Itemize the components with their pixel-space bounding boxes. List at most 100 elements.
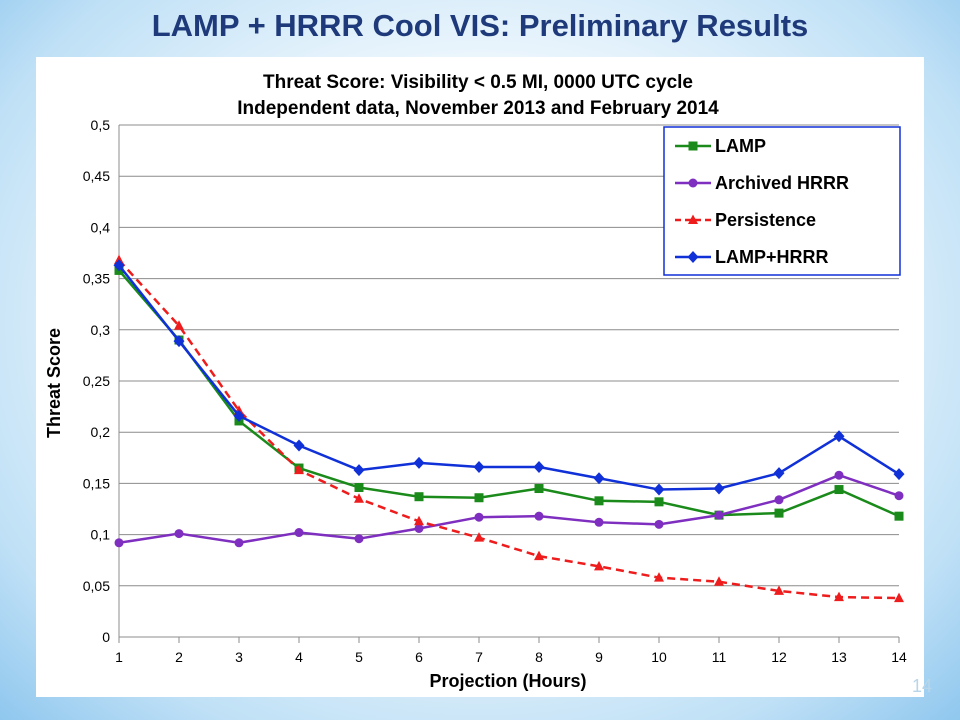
- data-point: [174, 529, 184, 539]
- legend-label: Persistence: [715, 210, 816, 230]
- series-line: [118, 473, 900, 545]
- data-point: [293, 439, 305, 452]
- data-point: [354, 534, 364, 544]
- data-point: [413, 456, 425, 469]
- data-point: [353, 464, 365, 477]
- data-point: [774, 495, 784, 505]
- x-tick-label: 8: [535, 649, 543, 665]
- x-tick-label: 3: [235, 649, 243, 665]
- series-line: [118, 259, 900, 600]
- gridlines: [119, 124, 899, 587]
- data-point: [294, 464, 304, 475]
- data-point: [534, 550, 544, 561]
- data-point: [834, 485, 844, 495]
- series-lamp-hrrr: [113, 259, 905, 496]
- x-tick-label: 1: [115, 649, 123, 665]
- y-tick-label: 0,25: [83, 373, 110, 389]
- x-tick-label: 2: [175, 649, 183, 665]
- data-point: [594, 560, 604, 571]
- x-tick-label: 10: [651, 649, 667, 665]
- x-tick-label: 5: [355, 649, 363, 665]
- data-point: [473, 461, 485, 474]
- chart-title: Threat Score: Visibility < 0.5 MI, 0000 …: [263, 72, 693, 93]
- data-point: [474, 532, 484, 542]
- chart-area: Threat Score: Visibility < 0.5 MI, 0000 …: [36, 57, 924, 697]
- data-point: [594, 517, 604, 527]
- data-point: [714, 576, 724, 586]
- data-point: [294, 528, 304, 538]
- legend-swatch-marker: [687, 251, 699, 263]
- legend-swatch-marker: [688, 141, 698, 151]
- y-tick-label: 0,3: [91, 322, 111, 338]
- line-chart: Threat Score: Visibility < 0.5 MI, 0000 …: [44, 72, 907, 691]
- legend-swatch-marker: [688, 178, 698, 188]
- data-point: [533, 461, 545, 474]
- legend-label: LAMP+HRRR: [715, 247, 829, 267]
- data-point: [414, 523, 424, 533]
- y-tick-label: 0: [102, 629, 110, 645]
- page-number: 14: [911, 676, 932, 696]
- x-tick-label: 13: [831, 649, 847, 665]
- legend-label: LAMP: [715, 136, 766, 156]
- data-point: [114, 538, 124, 548]
- y-tick-label: 0,15: [83, 475, 110, 491]
- data-point: [654, 497, 664, 507]
- x-tick-label: 14: [891, 649, 907, 665]
- y-tick-label: 0,5: [91, 117, 111, 133]
- data-point: [893, 468, 905, 481]
- data-point: [174, 320, 184, 330]
- x-tick-label: 9: [595, 649, 603, 665]
- y-tick-label: 0,1: [91, 527, 111, 543]
- data-point: [654, 572, 664, 582]
- y-tick-label: 0,05: [83, 578, 110, 594]
- data-point: [653, 483, 665, 496]
- data-point: [774, 508, 784, 518]
- series-lamp: [114, 265, 904, 521]
- data-point: [834, 470, 844, 480]
- legend-swatch-marker: [688, 214, 698, 224]
- y-tick-label: 0,45: [83, 168, 110, 184]
- series-line: [118, 264, 900, 491]
- data-point: [414, 515, 424, 526]
- data-point: [233, 409, 245, 422]
- data-point: [414, 492, 424, 502]
- data-point: [173, 335, 185, 348]
- data-point: [234, 538, 244, 548]
- series-archived-hrrr: [114, 470, 904, 548]
- data-point: [714, 510, 724, 520]
- data-point: [534, 511, 544, 521]
- y-tick-label: 0,2: [91, 424, 111, 440]
- y-tick-label: 0,4: [91, 219, 111, 235]
- series-persistence: [114, 254, 904, 603]
- y-tick-label: 0,35: [83, 271, 110, 287]
- data-point: [834, 591, 844, 602]
- series-group: [113, 254, 905, 603]
- data-point: [534, 484, 544, 494]
- data-point: [774, 585, 784, 595]
- chart-subtitle: Independent data, November 2013 and Febr…: [237, 98, 719, 119]
- legend-box: [663, 126, 901, 276]
- legend: LAMP Archived HRRR Persistence LAMP+HRRR: [663, 126, 901, 276]
- x-tick-label: 4: [295, 649, 303, 665]
- data-point: [894, 491, 904, 501]
- data-point: [113, 259, 125, 272]
- x-tick-label: 12: [771, 649, 787, 665]
- x-tick-labels: 1 2 3 4 5 6 7 8 9 10 11 12 13 14: [115, 649, 907, 665]
- data-point: [593, 472, 605, 485]
- data-point: [354, 482, 364, 492]
- data-point: [594, 496, 604, 506]
- x-tick-label: 6: [415, 649, 423, 665]
- data-point: [894, 592, 904, 603]
- data-point: [773, 467, 785, 480]
- y-axis-label: Threat Score: [44, 328, 64, 438]
- data-point: [474, 493, 484, 503]
- legend-label: Archived HRRR: [715, 173, 849, 193]
- x-tick-label: 7: [475, 649, 483, 665]
- slide-title: LAMP + HRRR Cool VIS: Preliminary Result…: [151, 8, 809, 43]
- data-point: [894, 511, 904, 521]
- data-point: [654, 519, 664, 529]
- axes: [118, 125, 900, 643]
- series-line: [118, 269, 900, 518]
- y-tick-labels: 0 0,05 0,1 0,15 0,2 0,25 0,3 0,35 0,4 0,45 0,5: [83, 117, 110, 645]
- data-point: [833, 430, 845, 443]
